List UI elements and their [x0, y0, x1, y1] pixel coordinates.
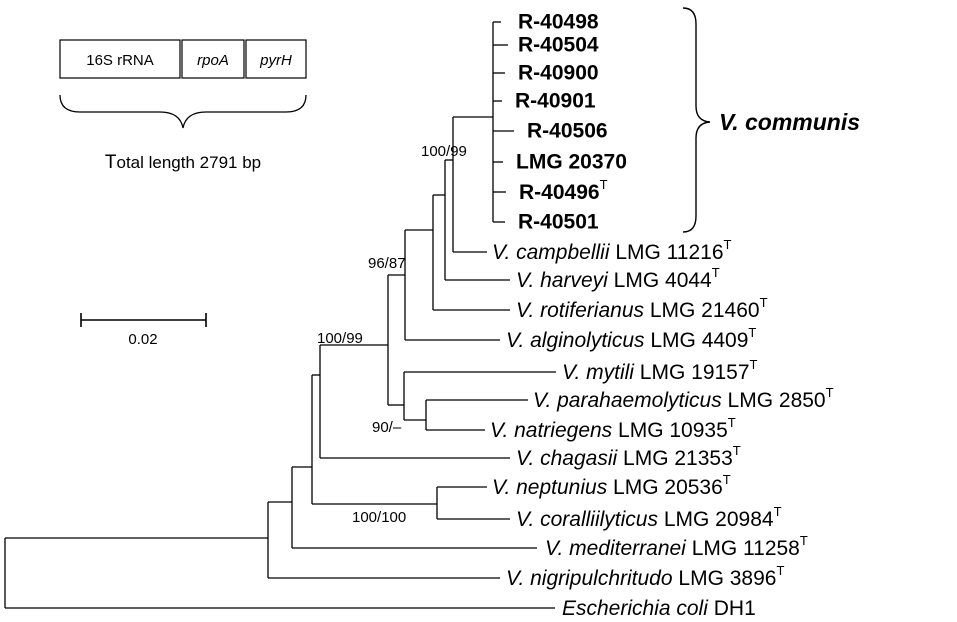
- strain-label: R-40504: [518, 34, 599, 57]
- gene-box-16s: [59, 39, 181, 79]
- strain-label: R-40498: [518, 11, 599, 34]
- bootstrap-main: 100/99: [317, 330, 363, 347]
- reference-taxa: V. campbellii LMG 11216T V. harveyi LMG …: [490, 237, 834, 620]
- strain-label: R-40901: [515, 90, 596, 113]
- bootstrap-harveyi-group: 96/87: [368, 255, 406, 272]
- taxon-label: V. harveyi LMG 4044T: [516, 265, 720, 292]
- bootstrap-neptunius: 100/100: [352, 509, 406, 526]
- scale-bar-label: 0.02: [128, 331, 157, 348]
- scale-bar: [80, 313, 207, 327]
- gene-label-16s: 16S rRNA: [86, 52, 154, 69]
- strain-label: LMG 20370: [516, 151, 627, 174]
- gene-box-rpoa: [181, 39, 245, 79]
- clade-label-communis: V. communis: [719, 109, 860, 135]
- bootstrap-communis: 100/99: [421, 143, 467, 160]
- taxon-label: Escherichia coli DH1: [562, 597, 756, 620]
- strain-label: R-40496T: [519, 177, 608, 204]
- gene-box-pyrh: [245, 39, 307, 79]
- tree-branches: [4, 7, 711, 609]
- taxon-label: V. campbellii LMG 11216T: [492, 237, 732, 264]
- strain-label: R-40506: [527, 120, 608, 143]
- gene-legend: [59, 39, 307, 129]
- legend-total-length: Total length 2791 bp: [105, 152, 261, 173]
- taxon-label: V. neptunius LMG 20536T: [492, 472, 731, 499]
- taxon-label: V. mytili LMG 19157T: [562, 357, 758, 384]
- taxon-label: V. coralliilyticus LMG 20984T: [516, 504, 782, 531]
- taxon-label: V. chagasii LMG 21353T: [516, 443, 741, 470]
- taxon-label: V. natriegens LMG 10935T: [490, 415, 736, 442]
- taxon-label: V. mediterranei LMG 11258T: [545, 533, 808, 560]
- taxon-label: V. rotiferianus LMG 21460T: [516, 295, 768, 322]
- strain-label: R-40501: [518, 211, 599, 234]
- taxon-label: V. alginolyticus LMG 4409T: [506, 325, 756, 352]
- bootstrap-natriegens: 90/–: [372, 419, 402, 436]
- taxon-label: V. parahaemolyticus LMG 2850T: [533, 385, 834, 412]
- gene-label-pyrh: pyrH: [259, 52, 292, 69]
- gene-label-rpoa: rpoA: [197, 52, 229, 69]
- taxon-label: V. nigripulchritudo LMG 3896T: [506, 563, 784, 590]
- legend-brace: [59, 94, 307, 129]
- strain-label: R-40900: [518, 62, 599, 85]
- communis-strains: R-40498 R-40504 R-40900 R-40901 R-40506 …: [515, 11, 627, 234]
